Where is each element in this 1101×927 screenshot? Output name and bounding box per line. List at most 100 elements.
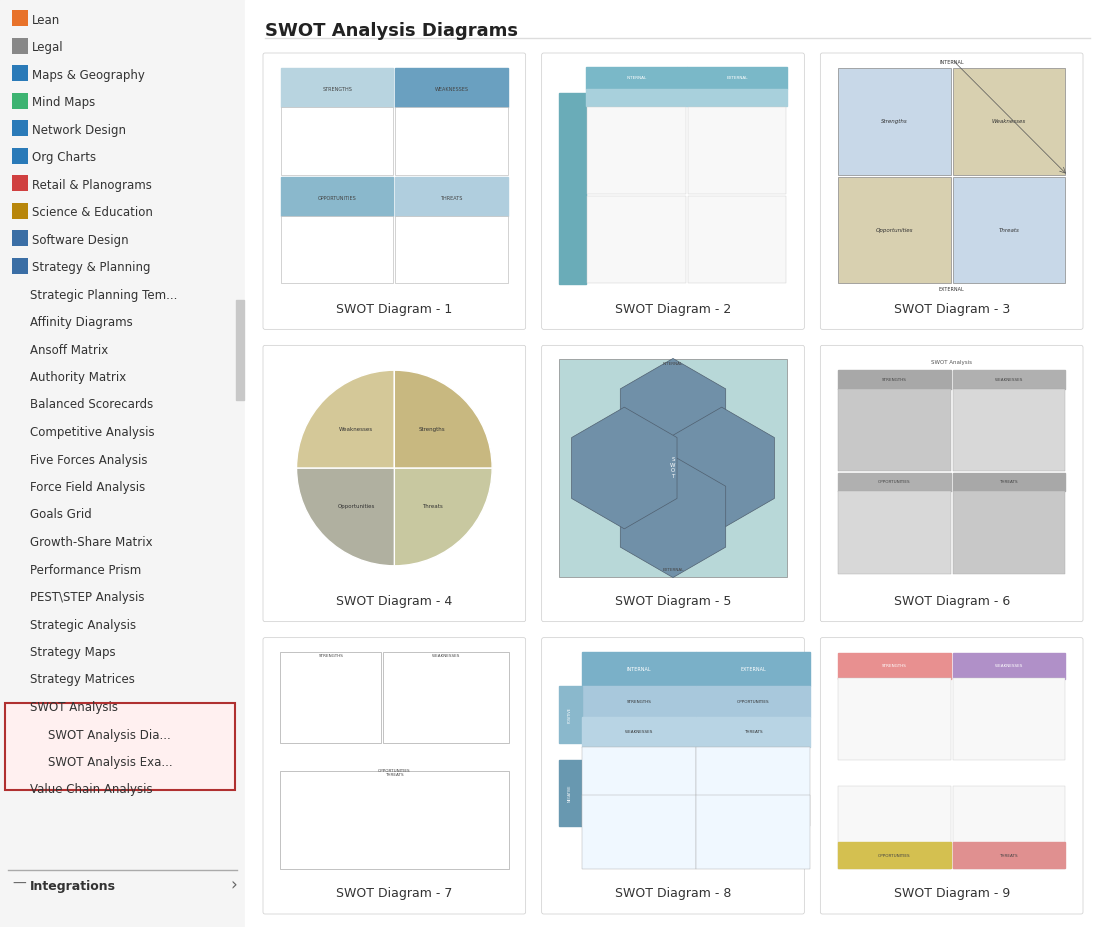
Text: SWOT Diagram - 9: SWOT Diagram - 9 [894,887,1010,900]
Wedge shape [394,370,492,468]
Bar [952,473,1065,491]
Bar [952,786,1065,869]
Text: SWOT Diagram - 3: SWOT Diagram - 3 [894,303,1010,316]
Text: INTERNAL: INTERNAL [939,59,964,65]
Text: Ansoff Matrix: Ansoff Matrix [30,344,108,357]
Bar [558,686,581,743]
Text: NEGATIVE: NEGATIVE [568,784,573,802]
Text: Weaknesses: Weaknesses [992,119,1026,124]
Wedge shape [296,370,394,468]
Text: Balanced Scorecards: Balanced Scorecards [30,399,153,412]
Text: Force Field Analysis: Force Field Analysis [30,481,145,494]
Text: STRENGTHS: STRENGTHS [323,87,352,93]
Polygon shape [571,407,677,528]
Text: EXTERNAL: EXTERNAL [662,567,684,572]
Bar [687,67,787,89]
Text: THREATS: THREATS [1000,854,1018,858]
Text: Mind Maps: Mind Maps [32,96,96,109]
Bar [395,216,508,284]
Bar [12,147,28,163]
Text: SWOT Diagram - 4: SWOT Diagram - 4 [336,595,453,608]
Text: SWOT Analysis Exa...: SWOT Analysis Exa... [48,756,173,769]
Bar [952,177,1065,284]
Bar [246,0,1101,927]
Bar [696,652,810,686]
Text: STRENGTHS: STRENGTHS [626,700,651,704]
Text: EXTERNAL: EXTERNAL [727,76,748,80]
Text: Org Charts: Org Charts [32,151,96,164]
FancyBboxPatch shape [263,638,525,914]
Bar [838,370,950,388]
Bar [838,786,950,869]
Text: Strategic Analysis: Strategic Analysis [30,618,137,631]
Text: Threats: Threats [999,227,1020,233]
Bar [281,177,393,216]
Bar [952,678,1065,760]
Bar [581,795,696,869]
Bar [688,108,786,195]
Text: Weaknesses: Weaknesses [339,427,373,433]
Bar [6,703,235,790]
FancyBboxPatch shape [820,346,1083,622]
Text: Science & Education: Science & Education [32,206,153,219]
Text: SWOT Analysis Diagrams: SWOT Analysis Diagrams [265,22,517,40]
Bar [581,686,696,717]
Bar [12,258,28,273]
Bar [395,177,508,216]
Wedge shape [296,468,394,565]
Text: STRENGTHS: STRENGTHS [882,377,907,382]
Text: THREATS: THREATS [440,196,462,201]
Bar [687,89,787,106]
Text: Strengths: Strengths [881,119,908,124]
Text: WEAKNESSES: WEAKNESSES [994,377,1023,382]
Text: Network Design: Network Design [32,123,126,136]
Bar [558,93,586,285]
Text: OPPORTUNITIES: OPPORTUNITIES [879,480,911,484]
Text: SWOT Analysis Dia...: SWOT Analysis Dia... [48,729,171,742]
Text: SWOT Diagram - 2: SWOT Diagram - 2 [614,303,731,316]
Text: EXTERNAL: EXTERNAL [740,667,766,671]
Polygon shape [669,407,774,528]
Text: ›: › [230,876,237,894]
Text: OPPORTUNITIES: OPPORTUNITIES [737,700,770,704]
Bar [696,795,810,869]
Text: STRENGTHS: STRENGTHS [882,664,907,667]
Text: Strategy Maps: Strategy Maps [30,646,116,659]
Bar [395,68,508,108]
Bar [12,10,28,26]
Text: Goals Grid: Goals Grid [30,509,91,522]
Text: Maps & Geography: Maps & Geography [32,69,145,82]
Bar [838,678,950,760]
Bar [280,652,381,743]
Text: SWOT Analysis: SWOT Analysis [30,701,118,714]
Text: Opportunities: Opportunities [875,227,913,233]
FancyBboxPatch shape [542,638,805,914]
Polygon shape [620,359,726,480]
Bar [587,197,686,284]
Text: WEAKNESSES: WEAKNESSES [624,730,653,734]
Text: SWOT Analysis: SWOT Analysis [931,361,972,365]
FancyBboxPatch shape [542,53,805,329]
Text: SWOT Diagram - 1: SWOT Diagram - 1 [336,303,453,316]
Text: Integrations: Integrations [30,880,116,893]
Text: THREATS: THREATS [743,730,762,734]
Bar [281,108,393,174]
Text: S
W
O
T: S W O T [671,457,676,479]
Text: THREATS: THREATS [1000,480,1018,484]
Text: OPPORTUNITIES
THREATS: OPPORTUNITIES THREATS [378,768,411,777]
Bar [952,388,1065,471]
Text: STRENGTHS: STRENGTHS [319,654,344,657]
Text: —: — [12,877,25,891]
Text: Lean: Lean [32,14,61,27]
Bar [696,686,810,717]
Text: Legal: Legal [32,41,64,54]
Text: Strategic Planning Tem...: Strategic Planning Tem... [30,288,177,301]
Bar [952,842,1065,868]
Bar [838,388,950,471]
Bar [12,230,28,246]
Text: INTERNAL: INTERNAL [663,362,683,366]
Text: Opportunities: Opportunities [338,503,375,509]
Bar [696,717,810,747]
Bar [838,491,950,574]
Bar [696,747,810,826]
